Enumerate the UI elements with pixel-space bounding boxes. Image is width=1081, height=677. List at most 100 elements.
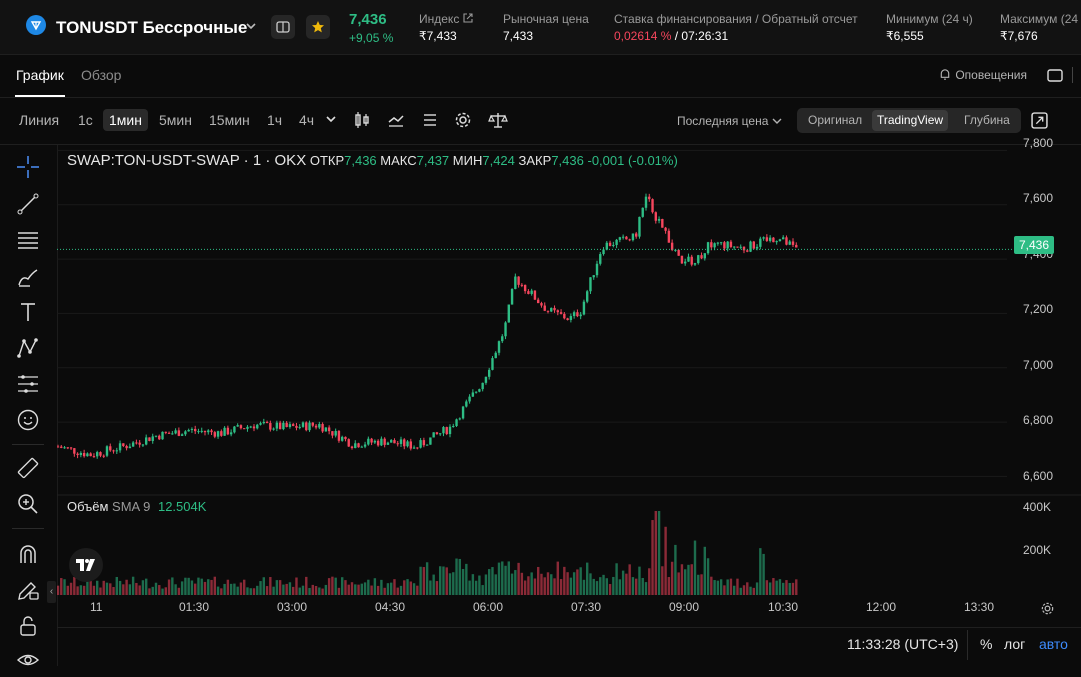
candles-icon[interactable] <box>352 110 372 130</box>
book-icon[interactable] <box>271 15 295 39</box>
volume-bar <box>82 585 86 595</box>
horizontal-lines-icon[interactable] <box>16 228 40 252</box>
scales-icon[interactable] <box>488 110 508 130</box>
collapse-toolbar-icon[interactable]: ‹ <box>47 581 56 603</box>
volume-bar <box>461 568 465 595</box>
interval-chevron-icon[interactable] <box>324 112 338 126</box>
candle-body <box>292 424 295 426</box>
pattern-tool-icon[interactable] <box>16 336 40 360</box>
chevron-down-icon[interactable] <box>243 18 259 34</box>
layout-panel-icon[interactable] <box>1047 69 1063 82</box>
indicators-icon[interactable] <box>386 110 406 130</box>
zoom-in-icon[interactable] <box>16 492 40 516</box>
legend-change: -0,001 (-0.01%) <box>587 153 678 168</box>
candle-body <box>501 336 504 342</box>
emoji-icon[interactable] <box>16 408 40 432</box>
interval-15min[interactable]: 15мин <box>209 112 250 128</box>
volume-bar <box>220 588 223 595</box>
volume-bar <box>298 587 301 595</box>
volume-bar <box>599 577 602 595</box>
auto-scale-toggle[interactable]: авто <box>1039 636 1068 652</box>
fib-tool-icon[interactable] <box>16 372 40 396</box>
axis-settings-gear-icon[interactable] <box>1040 601 1055 616</box>
fullscreen-icon[interactable] <box>1031 112 1048 129</box>
text-tool-icon[interactable] <box>16 300 40 324</box>
volume-bar <box>269 577 272 595</box>
legend-open-label: ОТКР <box>309 153 345 168</box>
volume-bar <box>249 588 252 595</box>
volume-bar <box>187 577 190 595</box>
volume-bar <box>497 562 501 595</box>
candle-body <box>370 438 373 443</box>
instrument-symbol[interactable]: TONUSDT Бессрочные <box>56 18 248 37</box>
tab-overview[interactable]: Обзор <box>81 67 122 83</box>
candle-body <box>96 452 99 457</box>
chart-area[interactable]: SWAP:TON-USDT-SWAP · 1 · OKX ОТКР7,436 М… <box>57 136 1081 666</box>
volume-bar <box>448 573 452 595</box>
candle-body <box>57 446 60 448</box>
volume-bar <box>256 585 259 595</box>
volume-legend: Объём SMA 9 12.504K <box>67 499 206 514</box>
volume-bar <box>118 580 122 595</box>
view-tradingview[interactable]: TradingView <box>872 110 949 131</box>
volume-bar <box>579 567 582 595</box>
log-scale-toggle[interactable]: лог <box>1004 636 1026 652</box>
alerts-button[interactable]: Оповещения <box>938 68 1027 82</box>
favorite-star-icon[interactable] <box>306 15 330 39</box>
volume-bar <box>648 568 651 595</box>
tab-chart[interactable]: График <box>16 67 64 83</box>
candle-body <box>161 431 164 440</box>
tradingview-logo-icon[interactable] <box>69 548 103 582</box>
interval-5min[interactable]: 5мин <box>159 112 192 128</box>
candlestick-plot[interactable] <box>57 145 1081 627</box>
candle-body <box>537 299 540 304</box>
brush-icon[interactable] <box>16 265 40 289</box>
candle-body <box>298 426 301 428</box>
candle-body <box>651 199 654 213</box>
time-tick: 11 <box>90 600 103 614</box>
volume-value: 12.504K <box>157 499 207 514</box>
time-tick: 03:00 <box>277 600 308 614</box>
volume-bar <box>406 579 409 595</box>
scroll-handle[interactable] <box>1072 67 1073 83</box>
candle-body <box>762 237 765 239</box>
price-source-select[interactable]: Последняя цена <box>677 114 782 128</box>
volume-bar <box>445 567 448 595</box>
clock-timezone[interactable]: 11:33:28 (UTC+3) <box>847 636 959 652</box>
candle-body <box>223 427 226 436</box>
candle-body <box>553 307 556 311</box>
time-tick: 06:00 <box>473 600 504 614</box>
eye-icon[interactable] <box>16 648 40 672</box>
candle-body <box>89 453 92 457</box>
view-depth[interactable]: Глубина <box>964 113 1010 127</box>
volume-bar <box>527 576 530 595</box>
line-mode-button[interactable]: Линия <box>19 112 60 128</box>
volume-bar <box>569 577 573 595</box>
index-label[interactable]: Индекс <box>419 12 473 26</box>
settings-gear-icon[interactable] <box>453 110 473 130</box>
volume-bar <box>197 577 200 595</box>
lock-icon[interactable] <box>16 614 40 638</box>
volume-bar <box>226 579 230 595</box>
interval-4h[interactable]: 4ч <box>299 112 315 128</box>
interval-1min[interactable]: 1мин <box>103 109 148 131</box>
candle-body <box>723 242 726 249</box>
crosshair-icon[interactable] <box>16 155 40 179</box>
candle-body <box>367 438 370 445</box>
volume-bar <box>96 580 99 595</box>
volume-bar <box>141 580 145 595</box>
magnet-icon[interactable] <box>16 542 40 566</box>
candle-body <box>373 440 377 443</box>
volume-bar <box>344 580 347 595</box>
trend-line-icon[interactable] <box>16 192 40 216</box>
last-price: 7,436 <box>349 11 387 28</box>
interval-1s[interactable]: 1с <box>78 112 93 128</box>
templates-icon[interactable] <box>420 110 440 130</box>
volume-bar <box>566 572 569 595</box>
percent-scale-toggle[interactable]: % <box>980 636 993 652</box>
candle-body <box>530 290 533 294</box>
lock-pencil-icon[interactable] <box>16 578 40 602</box>
ruler-icon[interactable] <box>16 456 40 480</box>
view-original[interactable]: Оригинал <box>808 113 863 127</box>
interval-1h[interactable]: 1ч <box>267 112 283 128</box>
